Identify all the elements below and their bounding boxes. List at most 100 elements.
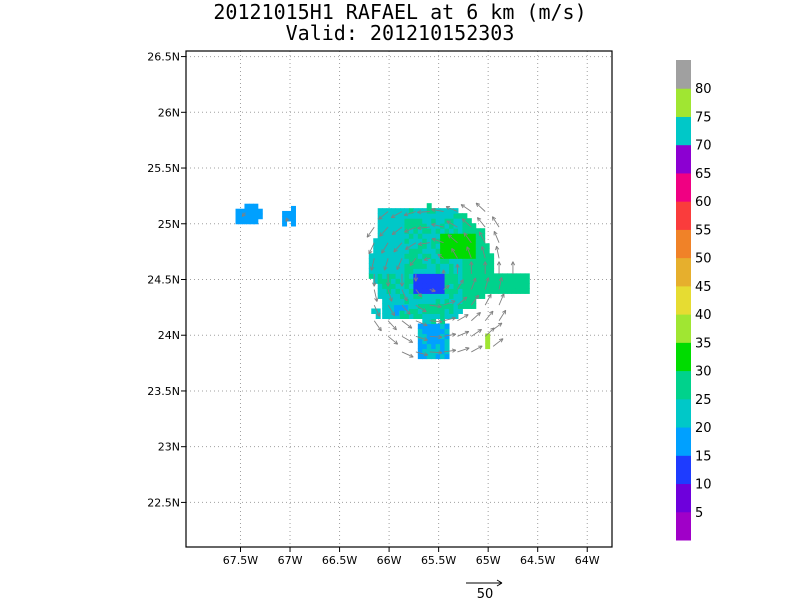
- colorbar-swatch: [676, 257, 691, 287]
- wind-speed-cell: [426, 228, 432, 234]
- wind-vector-head: [401, 282, 405, 287]
- wind-vector-head: [387, 282, 391, 287]
- wind-speed-cell: [417, 328, 423, 335]
- wind-speed-cell: [404, 223, 410, 229]
- wind-vector-head: [403, 214, 409, 217]
- wind-vector-head: [497, 322, 503, 325]
- wind-speed-cell: [431, 313, 437, 320]
- wind-speed-cell: [402, 305, 408, 311]
- wind-vector-head: [407, 326, 412, 329]
- wind-speed-cell: [422, 318, 428, 325]
- wind-speed-cell: [435, 243, 441, 249]
- wind-vector: [457, 331, 470, 337]
- wind-vector-head: [241, 212, 244, 217]
- wind-speed-cell: [399, 243, 405, 249]
- wind-vector: [373, 304, 380, 317]
- wind-vector-head: [409, 324, 413, 329]
- colorbar-label: 55: [695, 223, 712, 238]
- wind-speed-cell: [444, 308, 450, 314]
- wind-speed-cell: [426, 328, 432, 335]
- wind-speed-cell: [413, 268, 419, 274]
- wind-speed-cell: [444, 343, 450, 350]
- wind-vector-head: [423, 354, 428, 357]
- wind-speed-cell: [484, 243, 490, 249]
- wind-speed-cell: [413, 308, 419, 314]
- wind-speed-cell: [422, 313, 428, 320]
- wind-speed-cell: [457, 223, 463, 229]
- wind-vector: [431, 238, 444, 244]
- wind-speed-cell: [408, 213, 414, 219]
- wind-speed-cell: [426, 308, 432, 314]
- wind-speed-cell: [395, 278, 401, 284]
- wind-speed-cell: [498, 273, 504, 279]
- wind-speed-cell: [480, 273, 486, 279]
- x-tick-label: 65W: [476, 554, 501, 567]
- wind-speed-cell: [431, 328, 437, 335]
- wind-vector: [470, 294, 480, 306]
- wind-vector-head: [457, 263, 460, 268]
- wind-speed-cell: [386, 238, 392, 244]
- wind-vector-head: [438, 350, 443, 354]
- wind-speed-cell: [435, 263, 441, 269]
- wind-speed-cell: [399, 268, 405, 274]
- wind-speed-cell: [391, 303, 397, 309]
- wind-speed-cell: [444, 238, 450, 244]
- wind-speed-cell: [382, 288, 388, 294]
- wind-speed-cell: [391, 238, 397, 244]
- wind-vector-head: [393, 250, 398, 253]
- wind-speed-cell: [404, 278, 410, 284]
- wind-vector-head: [461, 204, 466, 206]
- wind-speed-cell: [426, 313, 432, 320]
- y-tick-label: 23N: [158, 441, 180, 454]
- wind-speed-cell: [457, 258, 463, 264]
- wind-speed-cell: [426, 348, 432, 355]
- wind-vector-head: [405, 245, 408, 250]
- wind-speed-cell: [282, 215, 288, 222]
- wind-speed-cell: [435, 338, 441, 345]
- wind-vector-head: [460, 204, 464, 209]
- wind-speed-cell: [382, 253, 388, 259]
- wind-speed-cell: [391, 283, 397, 289]
- wind-vector: [470, 277, 477, 290]
- wind-vector-head: [403, 297, 408, 302]
- wind-speed-cell: [431, 283, 437, 289]
- wind-speed-cell: [466, 303, 472, 309]
- wind-speed-cell: [253, 218, 259, 225]
- wind-vector-head: [376, 297, 379, 302]
- wind-speed-cell: [413, 248, 419, 254]
- wind-speed-cell: [493, 273, 499, 279]
- wind-speed-cell: [449, 263, 454, 269]
- wind-speed-cell: [444, 263, 450, 269]
- wind-speed-cell: [417, 253, 423, 259]
- wind-vector-head: [447, 285, 450, 290]
- wind-speed-cell: [417, 348, 423, 355]
- wind-vector-head: [451, 248, 456, 252]
- wind-speed-cell: [391, 243, 397, 249]
- wind-vector-head: [437, 304, 442, 308]
- wind-speed-cell: [375, 313, 381, 320]
- wind-vector: [492, 338, 504, 347]
- wind-speed-cell: [395, 263, 401, 269]
- colorbar: 5 10 15 20 25 30 35 40 45 50 55 60 65 70 75 80: [676, 60, 712, 541]
- wind-speed-cell: [386, 268, 392, 274]
- wind-speed-cell: [386, 208, 392, 214]
- wind-speed-cell: [368, 253, 374, 259]
- wind-vector-head: [380, 326, 382, 331]
- wind-speed-cell: [435, 268, 441, 274]
- y-tick-label: 25.5N: [147, 162, 180, 175]
- wind-speed-cell: [286, 210, 292, 217]
- wind-vector-head: [379, 234, 384, 237]
- wind-speed-cell: [373, 278, 379, 284]
- wind-vector-head: [372, 282, 375, 287]
- wind-speed-cell: [422, 328, 428, 335]
- wind-speed-cell: [395, 283, 401, 289]
- wind-vector: [401, 351, 414, 358]
- wind-speed-cell: [368, 273, 374, 279]
- wind-speed-cell: [395, 228, 401, 234]
- wind-speed-cell: [386, 258, 392, 264]
- wind-speed-cell: [404, 253, 410, 259]
- wind-speed-cell: [417, 333, 423, 340]
- wind-speed-cell: [426, 268, 432, 274]
- wind-speed-cell: [399, 278, 405, 284]
- wind-speed-cell: [422, 218, 428, 224]
